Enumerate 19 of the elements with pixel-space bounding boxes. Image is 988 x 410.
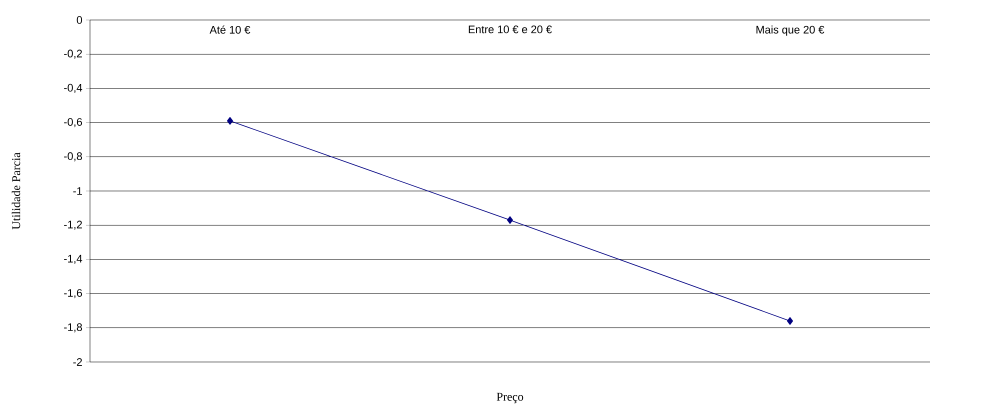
y-tick-label: -0,4 [64, 84, 82, 93]
y-axis-title: Utilidade Parcia [12, 152, 20, 230]
y-tick-label: -0,6 [64, 118, 82, 128]
point [506, 216, 514, 224]
y-tick-label: -0,2 [64, 50, 82, 59]
y-tick-label: -1,4 [64, 254, 82, 264]
x-tick-label: Mais que 20 € [756, 26, 824, 36]
y-tick-label: -1,8 [64, 323, 82, 332]
y-tick-label: -1 [73, 187, 82, 195]
y-tick-label: -1,2 [64, 220, 82, 230]
x-tick-label: Até 10 € [210, 26, 250, 34]
x-axis-title: Preço [496, 392, 524, 404]
y-tick-label: 0 [76, 16, 82, 24]
y-tick-label: -1,6 [64, 289, 82, 298]
point [786, 317, 794, 325]
point [226, 116, 234, 125]
y-tick-label: -0,8 [64, 152, 82, 162]
x-tick-label: Entre 10 € e 20 € [468, 26, 552, 34]
y-tick-label: -2 [73, 358, 82, 366]
